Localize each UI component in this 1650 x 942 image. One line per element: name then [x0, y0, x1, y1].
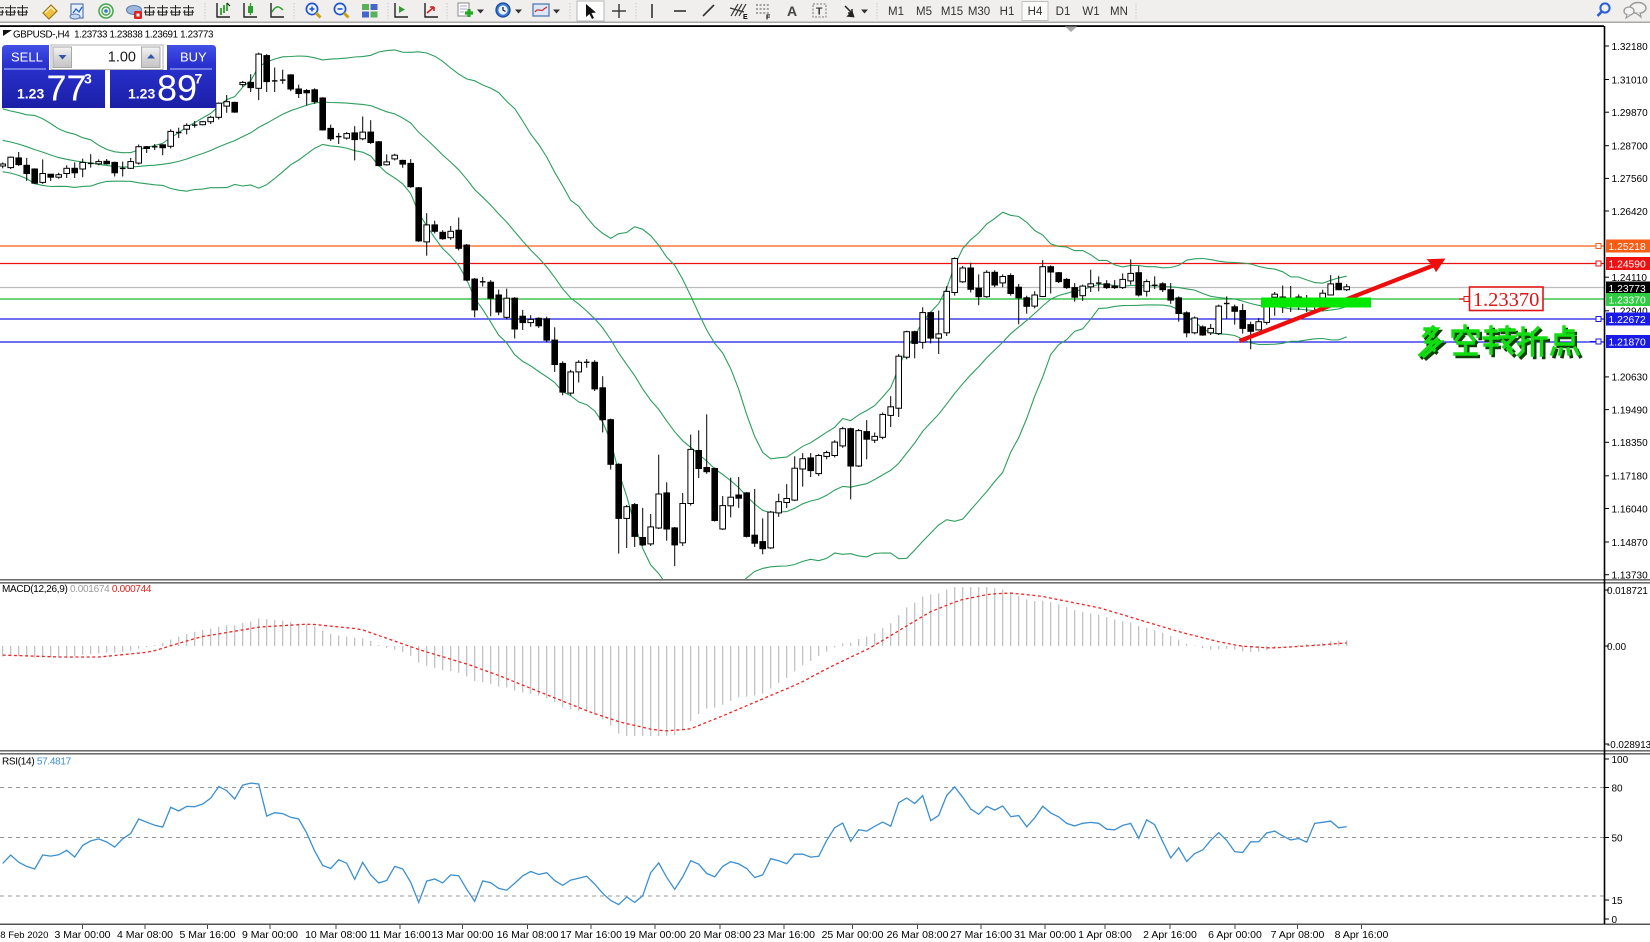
svg-text:E: E — [743, 14, 748, 21]
svg-text:M5: M5 — [916, 6, 932, 18]
svg-text:1.21870: 1.21870 — [1609, 338, 1646, 349]
svg-text:8 Apr 16:00: 8 Apr 16:00 — [1335, 929, 1389, 941]
svg-text:1.32180: 1.32180 — [1612, 42, 1649, 53]
svg-text:A: A — [787, 3, 797, 19]
svg-text:27 Mar 16:00: 27 Mar 16:00 — [950, 929, 1012, 941]
svg-text:SELL: SELL — [11, 50, 43, 65]
svg-text:1.13730: 1.13730 — [1612, 571, 1649, 582]
svg-text:0.00: 0.00 — [1607, 642, 1627, 653]
svg-text:0.018721: 0.018721 — [1607, 586, 1648, 597]
svg-text:1.25218: 1.25218 — [1609, 242, 1646, 253]
svg-text:28 Feb 2020: 28 Feb 2020 — [0, 930, 48, 941]
svg-text:77: 77 — [47, 68, 87, 109]
svg-text:10 Mar 08:00: 10 Mar 08:00 — [305, 929, 367, 941]
svg-text:T: T — [816, 6, 823, 18]
svg-text:RSI(14) 57.4817: RSI(14) 57.4817 — [2, 757, 72, 768]
svg-text:13 Mar 00:00: 13 Mar 00:00 — [432, 929, 494, 941]
svg-text:F: F — [766, 15, 771, 22]
svg-text:19 Mar 00:00: 19 Mar 00:00 — [624, 929, 686, 941]
svg-text:1.18350: 1.18350 — [1612, 438, 1649, 449]
svg-text:M15: M15 — [941, 6, 963, 18]
svg-text:1.24590: 1.24590 — [1609, 260, 1646, 271]
svg-text:17 Mar 16:00: 17 Mar 16:00 — [560, 929, 622, 941]
svg-text:1.23: 1.23 — [128, 86, 155, 102]
svg-text:W1: W1 — [1082, 6, 1099, 18]
svg-text:11 Mar 16:00: 11 Mar 16:00 — [369, 929, 430, 941]
svg-text:7 Apr 08:00: 7 Apr 08:00 — [1271, 929, 1325, 941]
svg-text:1.27560: 1.27560 — [1612, 174, 1649, 185]
svg-text:31 Mar 00:00: 31 Mar 00:00 — [1014, 929, 1076, 941]
svg-text:D1: D1 — [1056, 6, 1071, 18]
svg-text:5 Mar 16:00: 5 Mar 16:00 — [179, 929, 235, 941]
svg-text:1.22940: 1.22940 — [1612, 307, 1649, 318]
svg-text:1.29870: 1.29870 — [1612, 108, 1649, 119]
svg-text:1.31010: 1.31010 — [1612, 75, 1649, 86]
svg-text:16 Mar 08:00: 16 Mar 08:00 — [497, 929, 559, 941]
svg-text:1.22672: 1.22672 — [1609, 315, 1646, 326]
svg-text:H1: H1 — [1000, 6, 1015, 18]
svg-text:1.14870: 1.14870 — [1612, 538, 1649, 549]
svg-text:100: 100 — [1612, 755, 1629, 766]
svg-text:1.24110: 1.24110 — [1612, 273, 1648, 284]
svg-text:89: 89 — [157, 68, 197, 109]
svg-text:6 Apr 00:00: 6 Apr 00:00 — [1208, 929, 1262, 941]
svg-text:1 Apr 08:00: 1 Apr 08:00 — [1078, 929, 1132, 941]
svg-text:80: 80 — [1612, 783, 1624, 794]
svg-text:-0.028913: -0.028913 — [1607, 740, 1650, 751]
svg-text:7: 7 — [195, 71, 203, 87]
svg-text:20 Mar 08:00: 20 Mar 08:00 — [689, 929, 751, 941]
svg-text:1.28700: 1.28700 — [1612, 142, 1649, 153]
svg-text:1.23: 1.23 — [17, 86, 44, 102]
svg-text:1.00: 1.00 — [108, 50, 136, 66]
svg-text:23 Mar 16:00: 23 Mar 16:00 — [753, 929, 815, 941]
svg-text:1.17180: 1.17180 — [1612, 472, 1649, 483]
svg-text:9 Mar 00:00: 9 Mar 00:00 — [242, 929, 298, 941]
svg-text:1.16040: 1.16040 — [1612, 504, 1649, 515]
svg-text:BUY: BUY — [180, 50, 207, 65]
svg-text:GBPUSD-,H4 1.23733 1.23838 1.: GBPUSD-,H4 1.23733 1.23838 1.23691 1.237… — [13, 30, 214, 41]
svg-text:MN: MN — [1110, 6, 1128, 18]
svg-text:2 Apr 16:00: 2 Apr 16:00 — [1143, 929, 1197, 941]
svg-text:M1: M1 — [888, 6, 904, 18]
svg-text:H4: H4 — [1028, 6, 1043, 18]
svg-text:0: 0 — [1612, 915, 1618, 926]
svg-text:3: 3 — [84, 71, 92, 87]
svg-text:1.26420: 1.26420 — [1612, 207, 1649, 218]
svg-text:1.23370: 1.23370 — [1609, 296, 1646, 307]
svg-text:1.23370: 1.23370 — [1473, 289, 1540, 311]
svg-text:M30: M30 — [968, 6, 990, 18]
svg-text:25 Mar 00:00: 25 Mar 00:00 — [822, 929, 884, 941]
svg-text:3 Mar 00:00: 3 Mar 00:00 — [54, 929, 110, 941]
svg-text:50: 50 — [1612, 833, 1624, 844]
svg-text:1.23773: 1.23773 — [1609, 284, 1646, 295]
svg-text:26 Mar 08:00: 26 Mar 08:00 — [887, 929, 949, 941]
svg-text:15: 15 — [1612, 896, 1624, 907]
svg-text:1.19490: 1.19490 — [1612, 405, 1649, 416]
svg-text:1.20630: 1.20630 — [1612, 373, 1649, 384]
svg-text:4 Mar 08:00: 4 Mar 08:00 — [117, 929, 173, 941]
svg-text:MACD(12,26,9) 0.001674 0.00074: MACD(12,26,9) 0.001674 0.000744 — [2, 584, 152, 595]
